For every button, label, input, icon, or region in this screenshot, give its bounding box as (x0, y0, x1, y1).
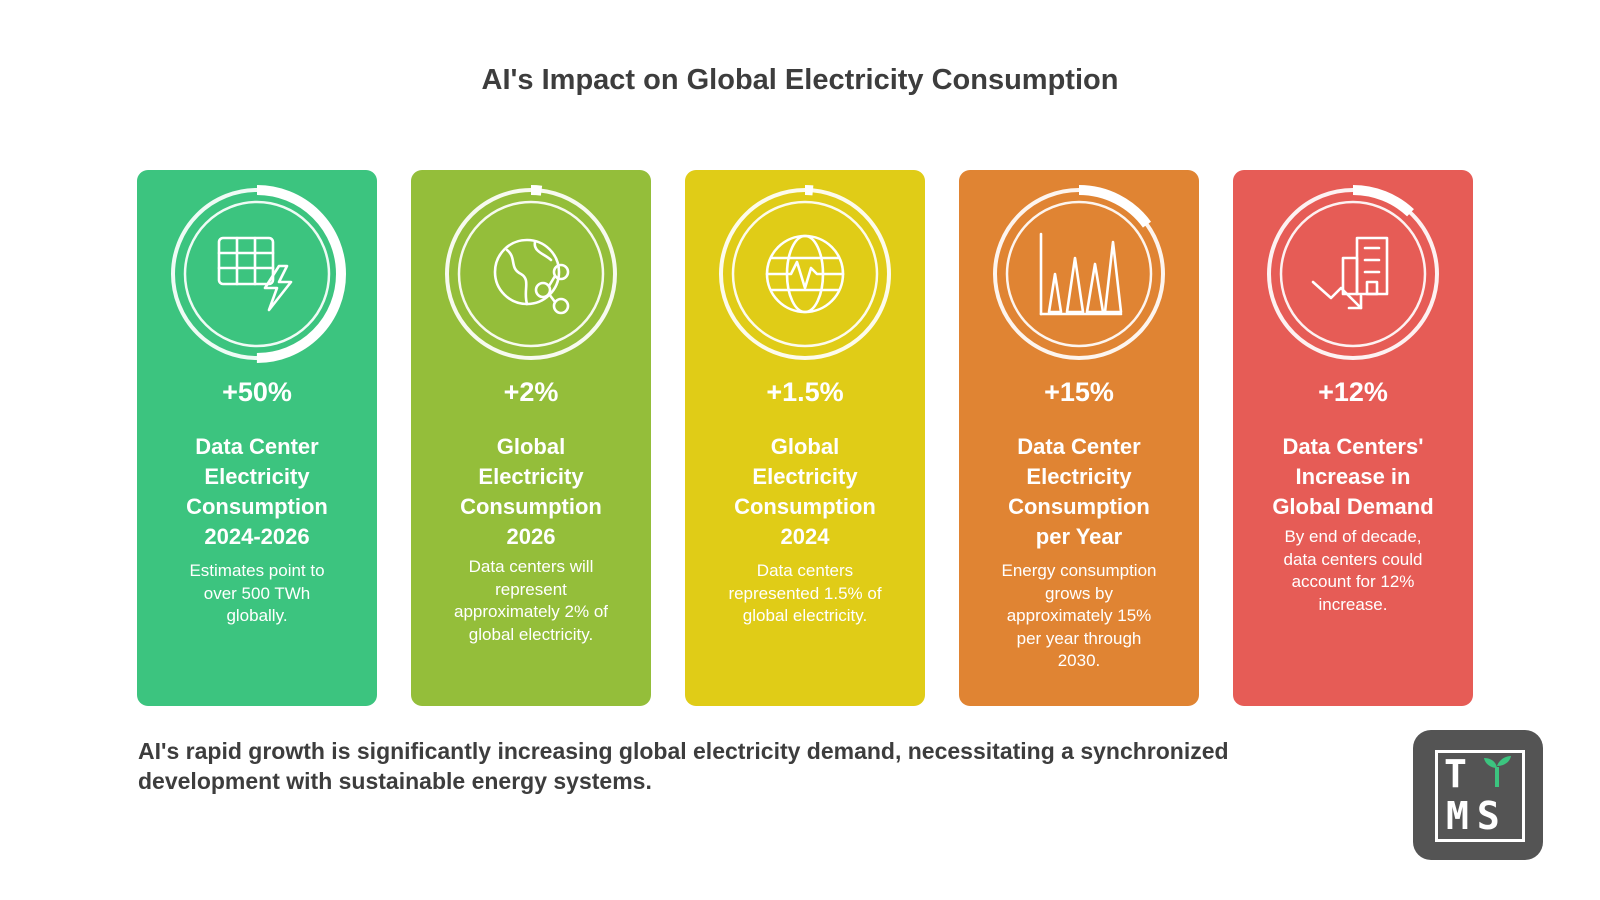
logo-text-bottom: MS (1446, 794, 1508, 838)
stat-description-line: By end of decade, (1284, 527, 1422, 546)
stat-percent: +50% (222, 377, 292, 407)
stat-heading-line: Consumption (460, 494, 602, 519)
stat-description-line: global electricity. (742, 606, 868, 625)
stat-card: +50% Data Center Electricity Consumption… (137, 170, 377, 706)
stat-heading: Data Center Electricity Consumption 2024… (147, 432, 367, 552)
ring-progress-arc (168, 185, 346, 363)
stat-heading-line: Electricity (1026, 464, 1132, 489)
stat-heading-line: Data Centers' (1282, 434, 1424, 459)
stat-heading-line: Increase in (1295, 464, 1411, 489)
building-trend-icon (1303, 224, 1403, 324)
stat-description: Data centers will represent approximatel… (435, 556, 627, 646)
ring-progress-arc (716, 185, 894, 363)
stat-description-line: approximately 15% (1006, 606, 1152, 625)
ring-inner-circle (1279, 200, 1427, 348)
stat-heading-line: Consumption (734, 494, 876, 519)
ring-progress-arc (990, 185, 1168, 363)
logo-frame: T MS (1435, 750, 1525, 842)
stat-heading-line: 2026 (506, 524, 556, 549)
stat-description: Estimates point to over 500 TWh globally… (161, 560, 353, 628)
stat-percent: +12% (1318, 377, 1388, 407)
stat-description-line: increase. (1318, 594, 1388, 614)
stat-percent: +15% (1044, 377, 1114, 407)
stat-description-line: 2030. (1057, 651, 1101, 670)
ring-inner-circle (183, 200, 331, 348)
page-title: AI's Impact on Global Electricity Consum… (481, 64, 1119, 96)
stat-card: +12% Data Centers' Increase in Global De… (1233, 170, 1473, 706)
stat-heading-line: Electricity (204, 464, 310, 489)
stat-heading-line: Data Center (195, 434, 319, 459)
stat-description-line: Energy consumption (1001, 561, 1157, 580)
stat-description-line: account for 12% (1291, 572, 1415, 591)
stat-card: +2% Global Electricity Consumption 2026 … (411, 170, 651, 706)
stat-description-line: Estimates point to (189, 561, 325, 580)
stat-description: By end of decade, data centers could acc… (1257, 526, 1449, 616)
stat-description-line: Data centers will (468, 557, 594, 576)
ring-inner-circle (731, 200, 879, 348)
progress-ring (987, 182, 1171, 366)
ring-progress-arc (442, 185, 620, 363)
stat-heading-line: 2024 (780, 524, 830, 549)
stat-card: +15% Data Center Electricity Consumption… (959, 170, 1199, 706)
stat-description-line: approximately 2% of (453, 602, 609, 621)
stat-description-line: data centers could (1283, 549, 1423, 569)
stat-heading-line: Electricity (752, 464, 858, 489)
summary-line: AI's rapid growth is significantly incre… (138, 738, 1229, 764)
globe-pulse-icon (755, 224, 855, 324)
stat-card: +1.5% Global Electricity Consumption 202… (685, 170, 925, 706)
stat-description-line: over 500 TWh (203, 583, 311, 603)
stat-heading-line: Electricity (478, 464, 584, 489)
progress-ring (713, 182, 897, 366)
stat-percent: +2% (503, 377, 559, 407)
ring-progress-arc (1264, 185, 1442, 363)
stat-description-line: grows by (1044, 583, 1114, 603)
stat-percent: +1.5% (766, 377, 844, 407)
stat-description: Data centers represented 1.5% of global … (709, 560, 901, 628)
bar-chart-icon (1029, 224, 1129, 324)
sprout-icon (1484, 756, 1511, 787)
stat-heading: Data Center Electricity Consumption per … (969, 432, 1189, 552)
stat-description-line: per year through (1016, 628, 1142, 648)
progress-ring (439, 182, 623, 366)
logo-text-top: T (1444, 752, 1475, 796)
stat-heading-line: Consumption (186, 494, 328, 519)
spreadsheet-lightning-icon (207, 224, 307, 324)
stat-heading-line: per Year (1035, 524, 1123, 549)
stat-heading-line: 2024-2026 (204, 524, 310, 549)
stat-heading-line: Consumption (1008, 494, 1150, 519)
stat-description: Energy consumption grows by approximatel… (983, 560, 1175, 673)
progress-ring (1261, 182, 1445, 366)
stat-description-line: represent (495, 579, 567, 599)
stat-description-line: represented 1.5% of (728, 583, 882, 603)
summary-text: AI's rapid growth is significantly incre… (138, 736, 1288, 796)
stat-heading: Global Electricity Consumption 2026 (421, 432, 641, 552)
ring-inner-circle (457, 200, 605, 348)
ring-inner-circle (1005, 200, 1153, 348)
stat-cards: +50% Data Center Electricity Consumption… (137, 170, 1473, 706)
stat-heading: Global Electricity Consumption 2024 (695, 432, 915, 552)
stat-heading: Data Centers' Increase in Global Demand (1243, 432, 1463, 522)
stat-description-line: globally. (226, 606, 288, 625)
globe-share-icon (481, 224, 581, 324)
summary-line: development with sustainable energy syst… (138, 768, 652, 794)
stat-heading-line: Global Demand (1272, 494, 1434, 519)
stat-heading-line: Global (770, 434, 840, 459)
progress-ring (165, 182, 349, 366)
stat-description-line: global electricity. (468, 624, 594, 644)
stat-heading-line: Global (496, 434, 566, 459)
stat-heading-line: Data Center (1017, 434, 1141, 459)
tms-logo: T MS (1413, 730, 1543, 860)
stat-description-line: Data centers (756, 561, 854, 580)
